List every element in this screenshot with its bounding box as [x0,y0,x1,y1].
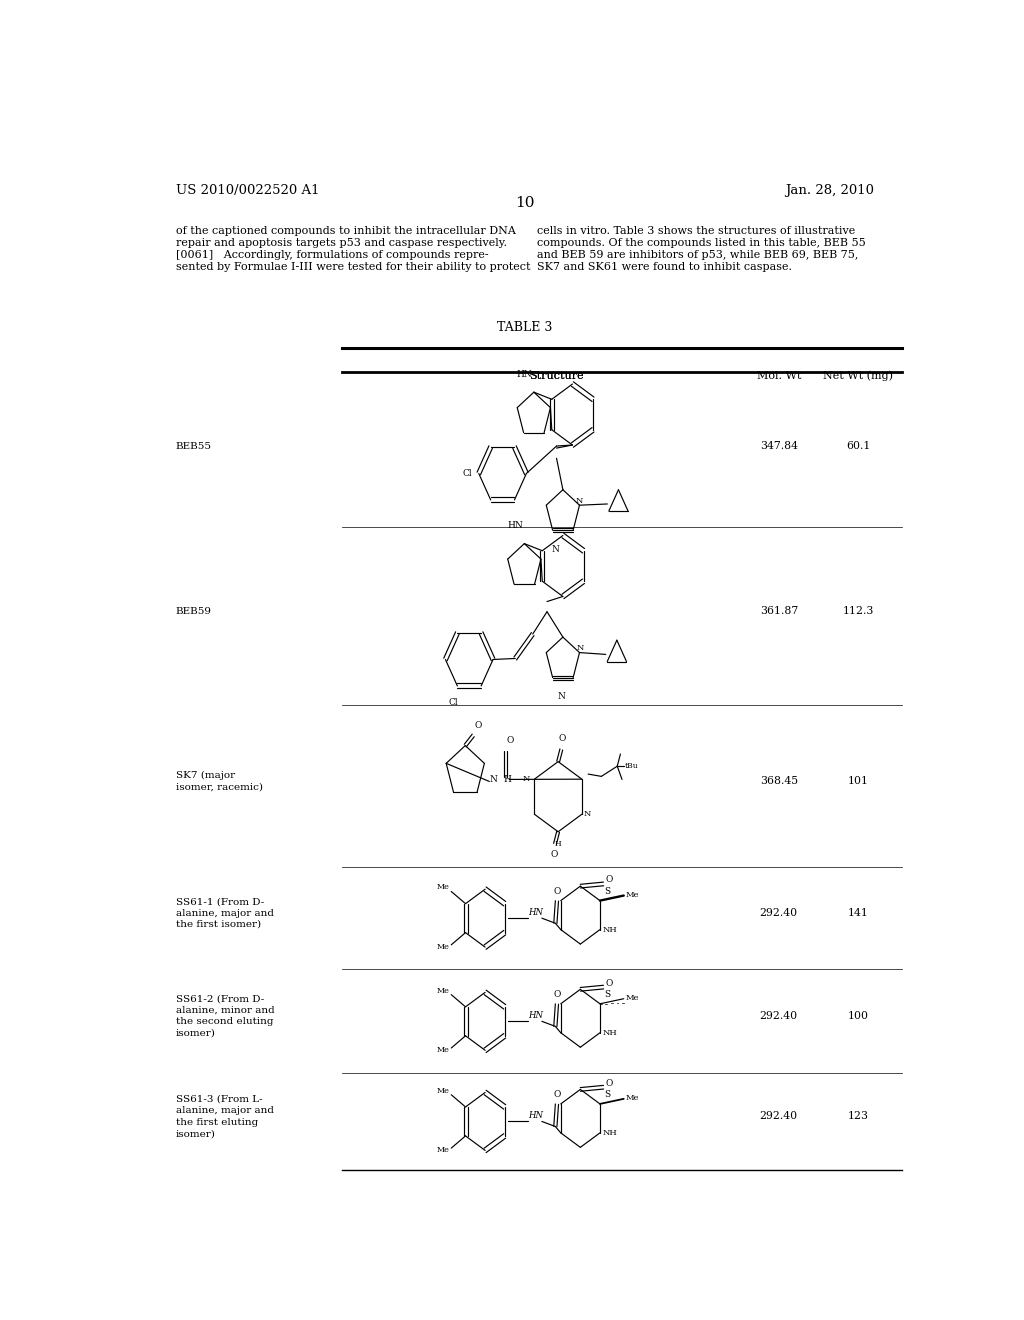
Text: Cl: Cl [449,698,458,708]
Text: Net Wt (mg): Net Wt (mg) [823,371,893,381]
Text: BEB55: BEB55 [176,442,212,450]
Text: Me: Me [437,942,450,950]
Text: SK7 (major
isomer, racemic): SK7 (major isomer, racemic) [176,771,262,791]
Text: O: O [475,721,482,730]
Text: Me: Me [437,986,450,995]
Text: Jan. 28, 2010: Jan. 28, 2010 [785,183,873,197]
Text: Structure: Structure [529,371,584,381]
Text: N: N [489,775,498,784]
Text: Me: Me [626,891,639,899]
Text: SK7 and SK61 were found to inhibit caspase.: SK7 and SK61 were found to inhibit caspa… [537,261,792,272]
Text: Cl: Cl [463,469,472,478]
Text: HN: HN [507,521,522,531]
Text: H: H [555,840,561,847]
Text: S: S [604,990,610,999]
Text: sented by Formulae I-III were tested for their ability to protect: sented by Formulae I-III were tested for… [176,261,530,272]
Text: N: N [523,775,530,783]
Text: US 2010/0022520 A1: US 2010/0022520 A1 [176,183,319,197]
Text: O: O [553,1090,560,1100]
Text: 292.40: 292.40 [760,1011,798,1022]
Text: 112.3: 112.3 [843,606,873,616]
Text: HN: HN [528,908,544,917]
Text: N: N [557,692,565,701]
Text: Structure: Structure [529,371,584,381]
Text: 361.87: 361.87 [760,606,798,616]
Text: O: O [507,735,514,744]
Text: of the captioned compounds to inhibit the intracellular DNA: of the captioned compounds to inhibit th… [176,227,515,236]
Text: O: O [553,990,560,999]
Text: O: O [606,1078,613,1088]
Text: N: N [584,810,591,818]
Text: O: O [606,978,613,987]
Text: N: N [577,644,585,652]
Text: Me: Me [626,1094,639,1102]
Text: Me: Me [437,1045,450,1053]
Text: cells in vitro. Table 3 shows the structures of illustrative: cells in vitro. Table 3 shows the struct… [537,227,855,236]
Text: Me: Me [437,1086,450,1094]
Text: H: H [504,775,511,784]
Text: NH: NH [602,925,617,933]
Text: NH: NH [602,1129,617,1137]
Text: SS61-1 (From D-
alanine, major and
the first isomer): SS61-1 (From D- alanine, major and the f… [176,898,273,929]
Text: compounds. Of the compounds listed in this table, BEB 55: compounds. Of the compounds listed in th… [537,238,865,248]
Text: 10: 10 [515,195,535,210]
Text: O: O [551,850,558,859]
Text: Me: Me [437,883,450,891]
Text: 100: 100 [848,1011,868,1022]
Text: SS61-2 (From D-
alanine, minor and
the second eluting
isomer): SS61-2 (From D- alanine, minor and the s… [176,994,274,1038]
Text: Me: Me [437,1146,450,1154]
Text: O: O [606,875,613,884]
Text: BEB59: BEB59 [176,607,212,615]
Text: and BEB 59 are inhibitors of p53, while BEB 69, BEB 75,: and BEB 59 are inhibitors of p53, while … [537,249,858,260]
Text: 368.45: 368.45 [760,776,798,785]
Text: [0061]   Accordingly, formulations of compounds repre-: [0061] Accordingly, formulations of comp… [176,249,488,260]
Text: repair and apoptosis targets p53 and caspase respectively.: repair and apoptosis targets p53 and cas… [176,238,507,248]
Text: HN: HN [516,370,532,379]
Text: Mol. Wt: Mol. Wt [757,371,801,381]
Text: O: O [553,887,560,896]
Text: TABLE 3: TABLE 3 [497,321,553,334]
Text: 123: 123 [848,1111,868,1122]
Text: N: N [551,545,559,553]
Text: Me: Me [626,994,639,1002]
Text: HN: HN [528,1111,544,1121]
Text: 60.1: 60.1 [846,441,870,451]
Text: HN: HN [528,1011,544,1020]
Text: 141: 141 [848,908,868,919]
Text: 292.40: 292.40 [760,908,798,919]
Text: tBu: tBu [626,762,639,770]
Text: S: S [604,1090,610,1098]
Text: SS61-3 (From L-
alanine, major and
the first eluting
isomer): SS61-3 (From L- alanine, major and the f… [176,1094,273,1138]
Text: O: O [558,734,566,743]
Text: NH: NH [602,1028,617,1036]
Text: 347.84: 347.84 [760,441,798,451]
Text: 292.40: 292.40 [760,1111,798,1122]
Text: S: S [604,887,610,895]
Text: N: N [575,496,583,506]
Text: 101: 101 [848,776,868,785]
